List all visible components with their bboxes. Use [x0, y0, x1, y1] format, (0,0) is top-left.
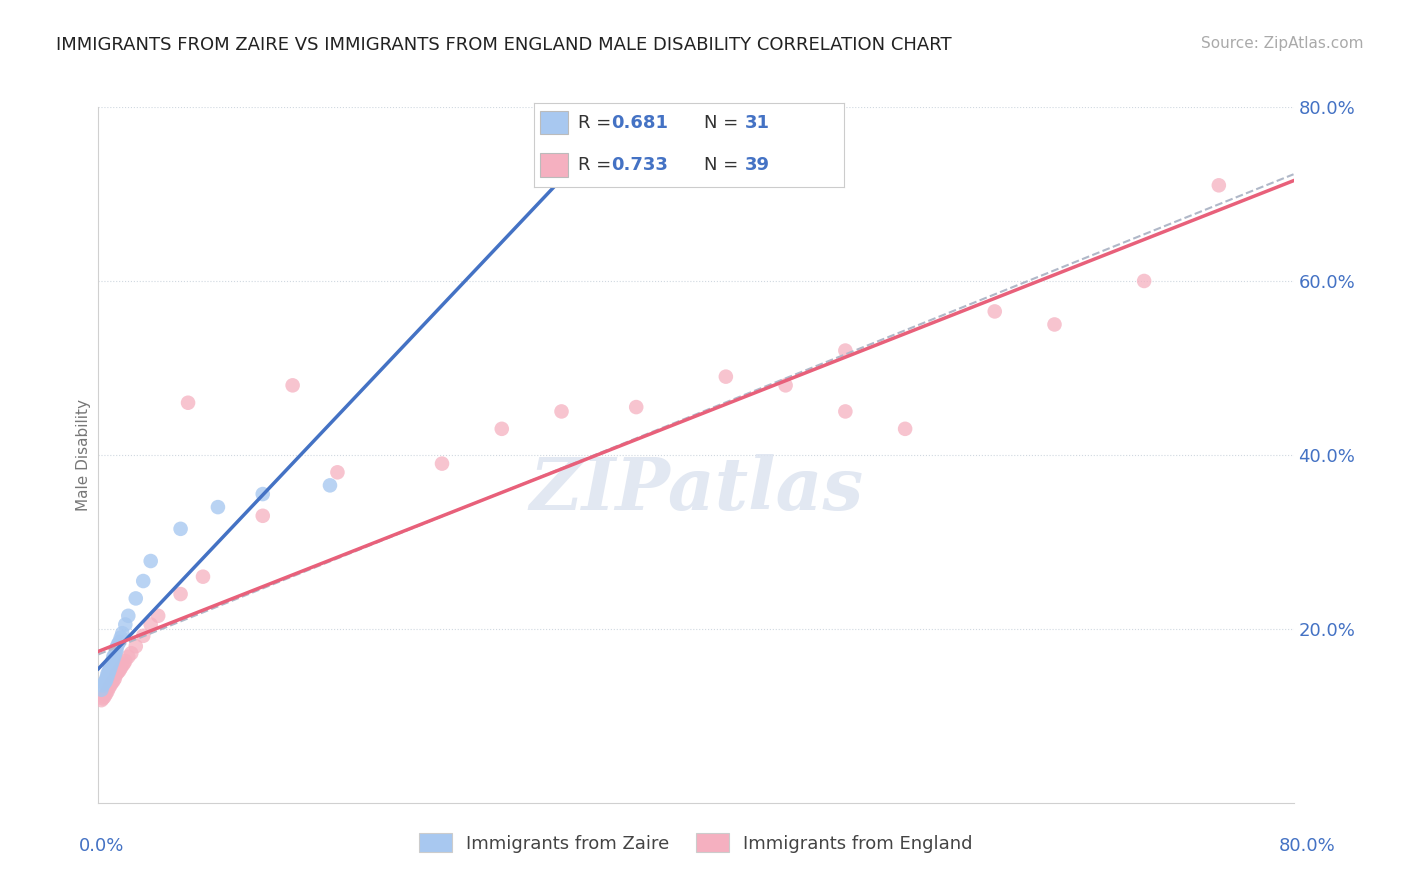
Point	[1208, 178, 1230, 193]
Point	[98, 661, 122, 675]
Point	[169, 587, 191, 601]
Point	[97, 681, 120, 695]
Text: 39: 39	[745, 156, 769, 174]
Point	[775, 378, 797, 392]
Point	[139, 617, 162, 632]
Point	[984, 304, 1007, 318]
Point	[120, 646, 142, 660]
Point	[108, 664, 131, 678]
Text: 0.0%: 0.0%	[79, 837, 124, 855]
Point	[105, 640, 128, 655]
Text: N =: N =	[704, 156, 744, 174]
Text: 0.681: 0.681	[612, 114, 669, 132]
Point	[98, 658, 122, 673]
Point	[97, 665, 120, 680]
Text: IMMIGRANTS FROM ZAIRE VS IMMIGRANTS FROM ENGLAND MALE DISABILITY CORRELATION CHA: IMMIGRANTS FROM ZAIRE VS IMMIGRANTS FROM…	[56, 36, 952, 54]
Point	[169, 522, 191, 536]
Point	[107, 665, 129, 680]
Point	[104, 672, 127, 686]
Point	[132, 629, 155, 643]
Point	[326, 466, 349, 480]
Point	[177, 395, 200, 409]
Point	[96, 670, 118, 684]
Point	[281, 378, 304, 392]
Point	[108, 635, 131, 649]
Point	[101, 655, 124, 669]
Point	[319, 478, 342, 492]
Point	[101, 657, 124, 671]
Point	[626, 400, 648, 414]
Point	[107, 638, 129, 652]
Legend: Immigrants from Zaire, Immigrants from England: Immigrants from Zaire, Immigrants from E…	[412, 826, 980, 860]
Point	[1043, 318, 1066, 332]
Point	[139, 554, 162, 568]
Text: R =: R =	[578, 114, 617, 132]
Point	[93, 675, 115, 690]
Point	[94, 674, 117, 689]
Point	[104, 648, 127, 662]
Y-axis label: Male Disability: Male Disability	[76, 399, 91, 511]
Point	[125, 639, 148, 653]
Point	[90, 693, 112, 707]
Point	[252, 508, 274, 523]
Text: N =: N =	[704, 114, 744, 132]
Point	[114, 654, 136, 668]
Text: 0.733: 0.733	[612, 156, 668, 174]
Point	[110, 631, 132, 645]
Point	[94, 687, 117, 701]
Point	[252, 487, 274, 501]
Point	[91, 678, 114, 692]
Point	[103, 674, 125, 689]
Point	[834, 343, 856, 358]
Text: 80.0%: 80.0%	[1279, 837, 1336, 855]
Point	[550, 404, 572, 418]
Point	[714, 369, 737, 384]
Point	[90, 682, 112, 697]
Point	[96, 684, 118, 698]
Text: 31: 31	[745, 114, 769, 132]
Point	[103, 649, 125, 664]
Point	[491, 422, 513, 436]
Point	[97, 664, 120, 678]
Point	[148, 608, 170, 623]
Point	[1133, 274, 1156, 288]
Point	[132, 574, 155, 588]
Point	[191, 570, 214, 584]
Point	[93, 690, 115, 704]
Point	[112, 657, 135, 671]
Point	[114, 617, 136, 632]
Text: R =: R =	[578, 156, 617, 174]
Point	[98, 678, 122, 692]
Point	[125, 591, 148, 606]
Point	[105, 643, 128, 657]
Point	[103, 652, 125, 666]
Point	[894, 422, 917, 436]
Text: ZIPatlas: ZIPatlas	[529, 454, 863, 525]
Point	[111, 658, 134, 673]
Text: Source: ZipAtlas.com: Source: ZipAtlas.com	[1201, 36, 1364, 51]
Point	[91, 691, 114, 706]
Point	[105, 667, 128, 681]
Point	[111, 626, 134, 640]
Point	[117, 649, 139, 664]
Point	[101, 675, 124, 690]
Point	[96, 667, 118, 681]
Point	[110, 661, 132, 675]
Point	[207, 500, 229, 514]
Point	[94, 673, 117, 687]
FancyBboxPatch shape	[540, 153, 568, 177]
FancyBboxPatch shape	[540, 112, 568, 135]
Point	[117, 608, 139, 623]
Point	[834, 404, 856, 418]
Point	[430, 457, 453, 471]
